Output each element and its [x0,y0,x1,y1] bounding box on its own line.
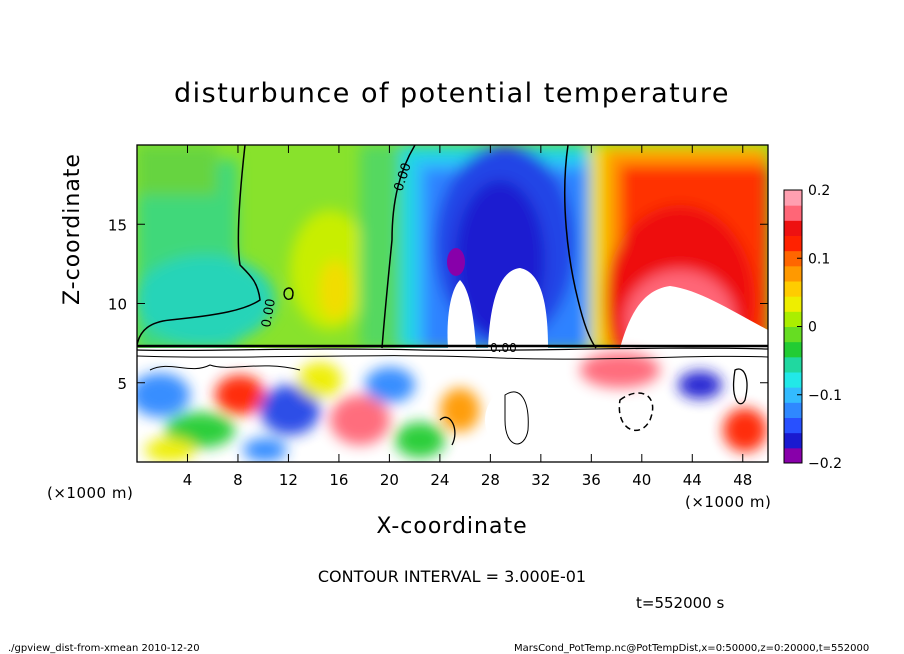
colorbar-swatch [784,265,802,282]
x-tick-label: 20 [380,471,399,489]
y-axis-unit: (×1000 m) [47,484,134,502]
x-tick-label: 32 [531,471,550,489]
x-axis: 4 8 12 16 20 24 28 32 36 40 44 48 [183,145,752,489]
footer-left: ./gpview_dist-from-xmean 2010-12-20 [8,643,200,654]
colorbar-tick-label: −0.2 [808,456,842,472]
colorbar-tick-label: 0.2 [808,183,830,199]
x-tick-label: 16 [329,471,348,489]
colorbar-swatch [784,432,802,449]
colorbar-swatch [784,387,802,403]
colorbar-swatch [784,341,802,358]
y-tick-label: 5 [117,375,127,393]
x-tick-label: 24 [430,471,449,489]
time-label: t=552000 s [636,594,725,612]
colorbar-swatch [784,296,802,312]
colorbar-swatch [784,447,802,464]
colorbar-swatch [784,417,802,434]
colorbar-swatch [784,402,802,418]
x-tick-label: 36 [582,471,601,489]
colorbar-swatch [784,311,802,327]
x-tick-label: 44 [683,471,702,489]
footer-right: MarsCond_PotTemp.nc@PotTempDist,x=0:5000… [514,643,870,654]
heatmap-field [137,145,768,462]
colorbar-tick-label: 0.1 [808,251,830,267]
x-axis-unit: (×1000 m) [685,493,772,511]
colorbar-swatch [784,250,802,267]
y-tick-label: 15 [108,216,127,234]
colorbar-swatch [784,281,802,297]
x-tick-label: 12 [279,471,298,489]
x-tick-label: 8 [233,471,243,489]
x-axis-label: X-coordinate [376,514,528,539]
colorbar-swatch [784,235,802,252]
chart-title: disturbunce of potential temperature [174,78,730,109]
y-axis: 5 10 15 [108,216,768,393]
x-tick-label: 40 [632,471,651,489]
colorbar-swatch [784,220,802,236]
y-tick-label: 10 [108,296,127,314]
colorbar-tick-label: −0.1 [808,388,842,404]
colorbar: 0.2 0.1 0 −0.1 −0.2 [783,183,842,472]
colorbar-swatch [784,356,802,373]
x-tick-label: 48 [733,471,752,489]
colorbar-swatch [784,326,802,343]
colorbar-swatch [784,190,802,206]
contour-interval: CONTOUR INTERVAL = 3.000E-01 [317,567,587,586]
colorbar-swatch [784,205,802,221]
colorbar-swatch [784,372,802,388]
contour-label: 0.00 [259,298,279,329]
x-tick-label: 4 [183,471,193,489]
x-tick-label: 28 [481,471,500,489]
colorbar-tick-label: 0 [808,320,817,336]
contour-label: 0.00 [490,341,517,355]
y-axis-label: Z-coordinate [60,153,85,305]
